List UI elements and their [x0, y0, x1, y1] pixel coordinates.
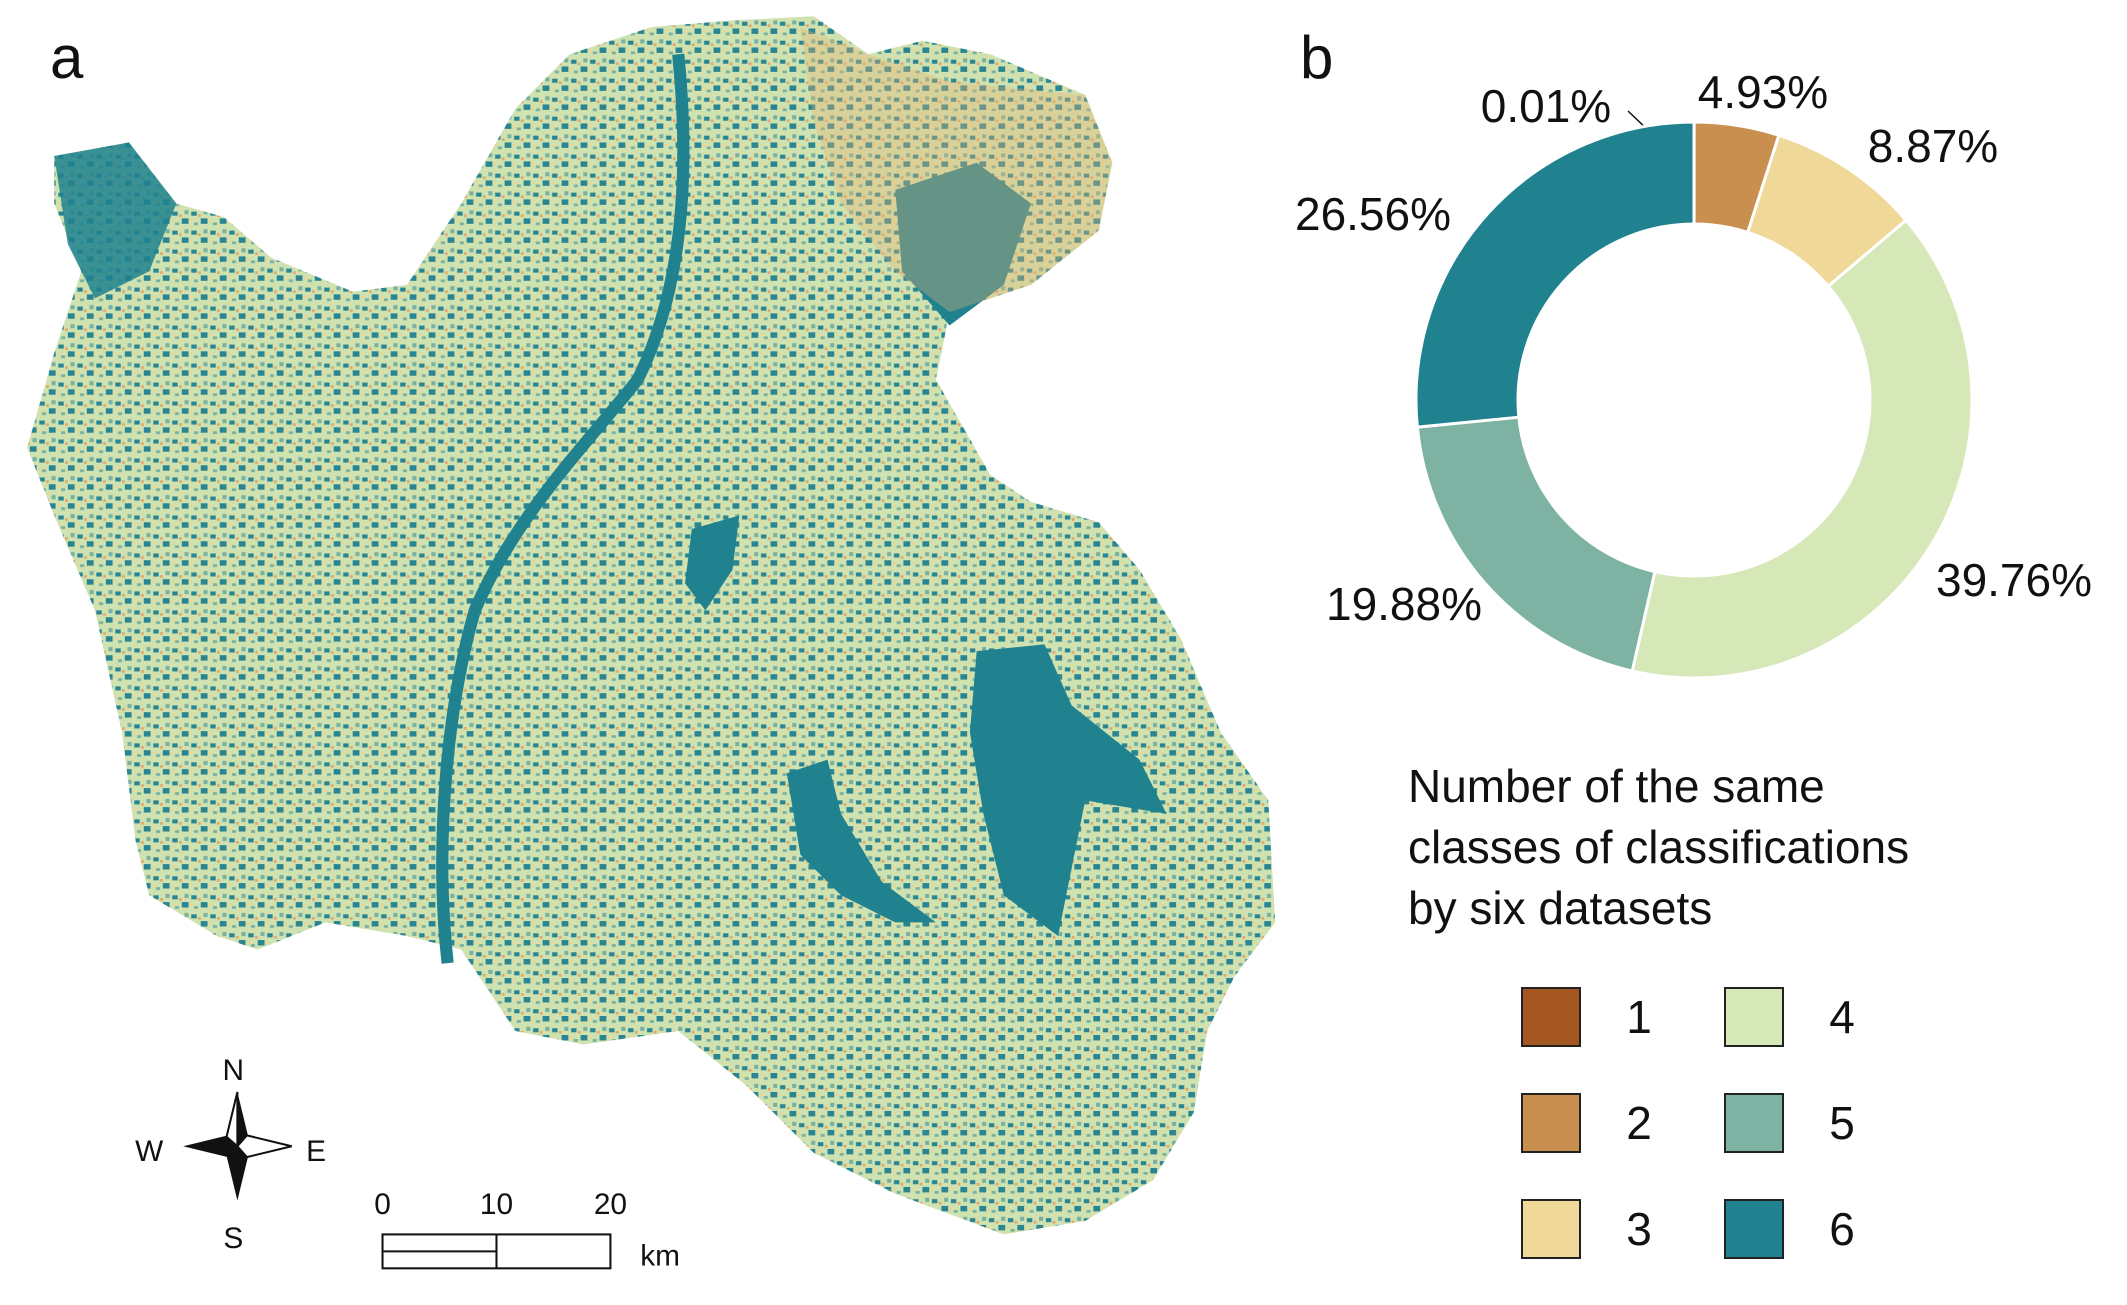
scale-label: 10 — [480, 1188, 513, 1221]
legend-title: by six datasets — [1408, 882, 1712, 934]
map-panel: N S W E 0 10 20 km — [27, 16, 1275, 1272]
legend-label: 3 — [1626, 1203, 1652, 1255]
panel-label: b — [1300, 24, 1333, 91]
donut-slice — [1417, 417, 1655, 671]
legend-swatch — [1522, 1094, 1580, 1152]
scale-bar: 0 10 20 km — [374, 1188, 680, 1273]
legend-title: Number of the same — [1408, 760, 1825, 812]
donut-slice — [1416, 122, 1694, 427]
donut-slice — [1632, 220, 1972, 678]
panel-label: a — [50, 24, 84, 91]
value-label: 0.01% — [1481, 80, 1611, 132]
legend-swatch — [1725, 988, 1783, 1046]
value-label: 8.87% — [1868, 120, 1998, 172]
legend-swatch — [1725, 1200, 1783, 1258]
legend-swatch — [1522, 988, 1580, 1046]
value-label: 19.88% — [1326, 578, 1482, 630]
legend-label: 2 — [1626, 1097, 1652, 1149]
compass-east: E — [306, 1135, 326, 1168]
compass-south: S — [223, 1222, 243, 1255]
compass-west: W — [135, 1135, 164, 1168]
legend-swatch — [1522, 1200, 1580, 1258]
legend-label: 6 — [1829, 1203, 1855, 1255]
scale-unit: km — [640, 1240, 680, 1273]
legend-title: classes of classifications — [1408, 821, 1909, 873]
compass: N S W E — [135, 1054, 326, 1255]
legend-label: 4 — [1829, 991, 1855, 1043]
value-label: 4.93% — [1698, 66, 1828, 118]
scale-label: 0 — [374, 1188, 391, 1221]
legend-label: 5 — [1829, 1097, 1855, 1149]
value-label: 39.76% — [1936, 554, 2092, 606]
legend-label: 1 — [1626, 991, 1652, 1043]
value-label: 26.56% — [1295, 188, 1451, 240]
legend-swatch — [1725, 1094, 1783, 1152]
compass-north: N — [223, 1054, 245, 1087]
scale-label: 20 — [594, 1188, 627, 1221]
